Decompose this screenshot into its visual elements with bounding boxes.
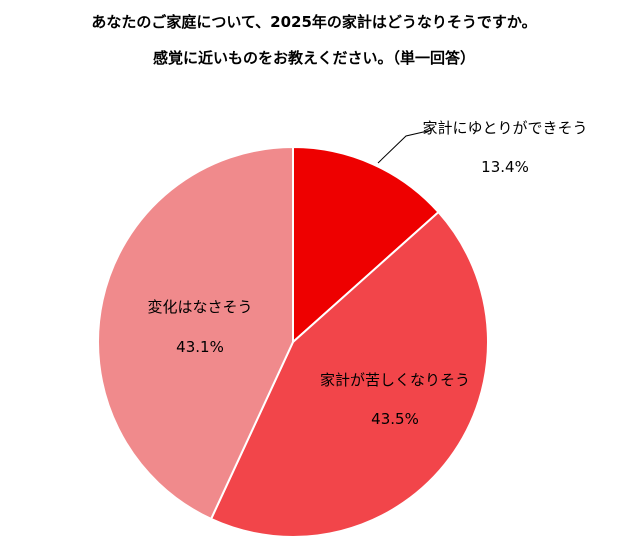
slice-1-leader-line [377,129,433,164]
slice-1-value-label: 13.4% [481,158,529,176]
pie-labels: 家計にゆとりができそう 13.4% 家計が苦しくなりそう 43.5% 変化はなさそう 43… [147,119,587,428]
slice-2-category-label: 家計が苦しくなりそう [320,371,470,389]
pie-slice-1 [292,145,440,345]
slice-2-value-label: 43.5% [371,410,419,428]
slice-3-value-label: 43.1% [176,338,224,356]
pie-slices [97,145,489,538]
pie-slice-3 [97,145,294,521]
slice-3-category-label: 変化はなさそう [147,298,252,316]
pie-slice-2 [209,210,489,538]
chart-title-line-1: あなたのご家庭について、2025年の家計はどうなりそうですか。 [91,13,537,31]
chart-title-line-2: 感覚に近いものをお教えください。（単一回答） [152,49,476,67]
slice-1-category-label: 家計にゆとりができそう [422,119,587,137]
